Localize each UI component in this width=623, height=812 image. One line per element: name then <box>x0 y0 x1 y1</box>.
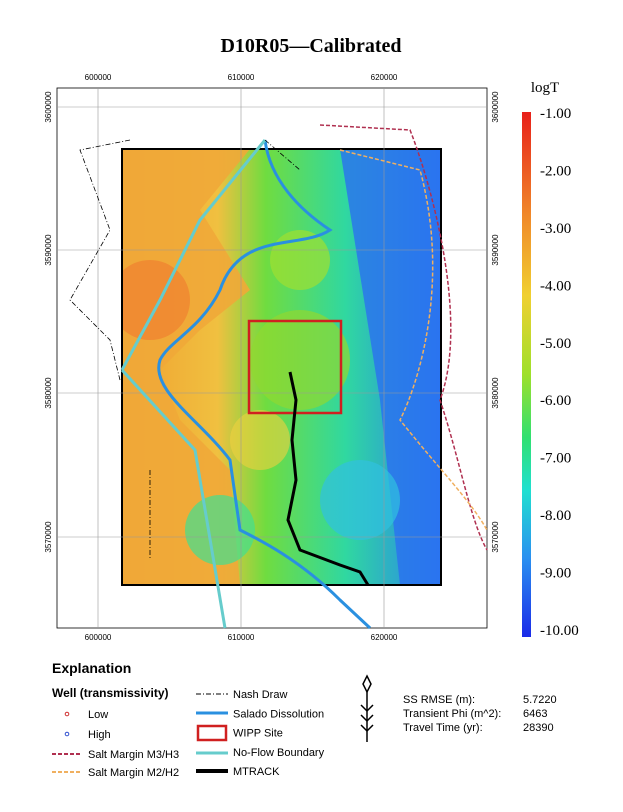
legend-item: MTRACK <box>233 766 280 778</box>
colorbar-label: -10.00 <box>540 623 579 639</box>
stat-label: Travel Time (yr): <box>403 722 483 734</box>
y-tick-label: 3590000 <box>44 234 53 266</box>
stat-value: 5.7220 <box>523 694 557 706</box>
stat-label: SS RMSE (m): <box>403 694 475 706</box>
wells-heading: Well (transmissivity) <box>52 686 168 700</box>
colorbar-label: -7.00 <box>540 451 571 467</box>
no-flow-boundary <box>120 139 267 629</box>
legend-item: Salt Margin M2/H2 <box>88 767 179 779</box>
colorbar <box>522 112 531 637</box>
x-tick-label: 610000 <box>228 73 255 82</box>
y-tick-label: 3580000 <box>491 377 500 409</box>
title: D10R05—Calibrated <box>220 35 401 57</box>
colorbar-label: -6.00 <box>540 393 571 409</box>
stat-value: 6463 <box>523 708 547 720</box>
legend-item: No-Flow Boundary <box>233 747 325 759</box>
logT-raster <box>122 149 441 585</box>
legend-item: WIPP Site <box>233 728 283 740</box>
x-tick-label: 620000 <box>371 633 398 642</box>
colorbar-labels: -1.00 -2.00 -3.00 -4.00 -5.00 -6.00 -7.00 -8.00… <box>540 106 579 639</box>
legend-heading: Explanation <box>52 660 131 676</box>
legend-item: Nash Draw <box>233 689 287 701</box>
x-tick-label: 600000 <box>85 633 112 642</box>
stat-value: 28390 <box>523 722 554 734</box>
low-symbol <box>64 711 70 717</box>
legend-item: Salt Margin M3/H3 <box>88 749 179 761</box>
high-symbol <box>64 731 70 737</box>
y-tick-label: 3580000 <box>44 377 53 409</box>
colorbar-label: -5.00 <box>540 336 571 352</box>
grid <box>57 88 487 628</box>
y-tick-label: 3590000 <box>491 234 500 266</box>
salado-dissolution <box>157 139 372 630</box>
colorbar-label: -8.00 <box>540 508 571 524</box>
colorbar-label: -2.00 <box>540 163 571 179</box>
legend-item: Low <box>88 709 108 721</box>
legend-item: Salado Dissolution <box>233 708 324 720</box>
x-tick-label: 600000 <box>85 73 112 82</box>
legend-left: Low High Salt Margin M3/H3 Salt Margin M2/H… <box>88 709 179 779</box>
nash-draw <box>69 139 301 560</box>
stats: SS RMSE (m): 5.7220 Transient Phi (m^2): 64… <box>403 694 557 734</box>
y-tick-label: 3600000 <box>491 91 500 123</box>
y-tick-label: 3600000 <box>44 91 53 123</box>
colorbar-title: logT <box>531 80 559 96</box>
north-arrow <box>360 674 374 742</box>
legend-right: Nash Draw Salado Dissolution WIPP Site No-F… <box>233 689 325 778</box>
y-tick-label: 3570000 <box>491 521 500 553</box>
wipp-symbol <box>196 724 228 742</box>
salt-margin-m2h2 <box>339 149 488 531</box>
legend-item: High <box>88 729 111 741</box>
colorbar-label: -9.00 <box>540 566 571 582</box>
y-tick-label: 3570000 <box>44 521 53 553</box>
axis-ticks: 600000 600000 610000 610000 620000 620000 3600… <box>44 73 500 642</box>
x-tick-label: 610000 <box>228 633 255 642</box>
colorbar-label: -3.00 <box>540 221 571 237</box>
mtrack <box>286 371 370 586</box>
x-tick-label: 620000 <box>371 73 398 82</box>
salt-margin-m3h3 <box>319 124 488 551</box>
stat-label: Transient Phi (m^2): <box>403 708 501 720</box>
colorbar-label: -4.00 <box>540 278 571 294</box>
colorbar-label: -1.00 <box>540 106 571 122</box>
